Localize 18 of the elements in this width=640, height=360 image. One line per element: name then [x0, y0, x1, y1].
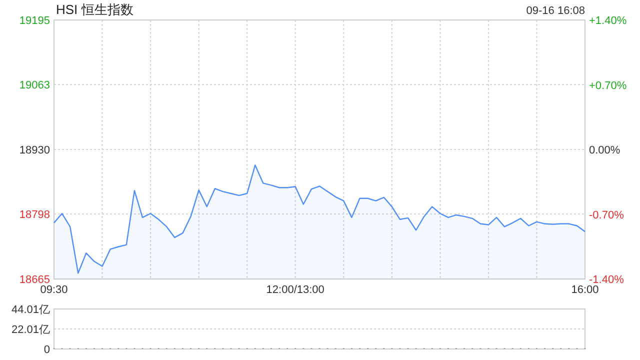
y-tick-label: 44.01亿 [11, 304, 50, 316]
x-tick-label: 09:30 [40, 284, 68, 296]
x-tick-label: 12:00/13:00 [266, 284, 324, 296]
y-tick-label: 18930 [19, 144, 50, 156]
x-tick-label: 16:00 [571, 284, 599, 296]
y2-tick-label: -0.70% [589, 209, 624, 222]
y2-tick-label: +0.70% [589, 80, 627, 92]
y-tick-label: 22.01亿 [11, 324, 50, 336]
y-tick-label: 19195 [19, 15, 50, 27]
chart-title: HSI 恒生指数 [56, 2, 134, 17]
y2-tick-label: +1.40% [589, 15, 627, 27]
y2-tick-label: 0.00% [589, 144, 620, 156]
text: 09-16 16:08 [526, 5, 585, 17]
y-tick-label: 0 [44, 344, 50, 356]
y-tick-label: 18798 [19, 209, 50, 222]
y2-tick-label: -1.40% [589, 274, 624, 286]
y-tick-label: 19063 [19, 80, 50, 92]
y-tick-label: 18665 [19, 274, 50, 286]
